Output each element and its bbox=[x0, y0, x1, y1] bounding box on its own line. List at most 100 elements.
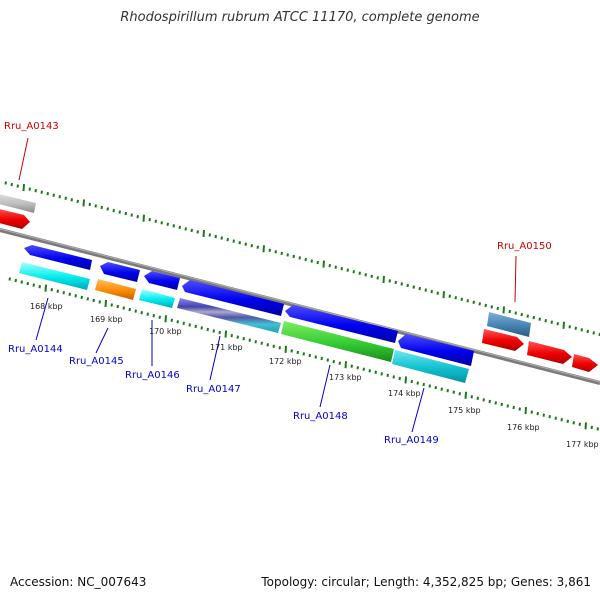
tick-minor bbox=[338, 361, 341, 365]
tick-minor bbox=[214, 234, 217, 239]
gene-arrow-blue[interactable] bbox=[144, 271, 180, 290]
gene-box-green[interactable] bbox=[281, 321, 394, 362]
gene-arrow-red[interactable] bbox=[572, 354, 598, 372]
tick-minor bbox=[134, 309, 137, 313]
tick-minor bbox=[380, 372, 383, 376]
tick-minor bbox=[388, 279, 391, 283]
tick-minor bbox=[364, 273, 367, 277]
tick-minor bbox=[118, 210, 121, 214]
tick-minor bbox=[116, 304, 119, 309]
tick-minor bbox=[350, 364, 353, 368]
tick-minor bbox=[94, 204, 97, 208]
tick-minor bbox=[590, 425, 593, 430]
tick-minor bbox=[274, 250, 277, 254]
tick-minor bbox=[74, 294, 77, 298]
tick-minor bbox=[124, 211, 127, 216]
tick-minor bbox=[332, 359, 335, 364]
tick-minor bbox=[244, 242, 247, 246]
tick-major bbox=[164, 315, 167, 323]
tick-minor bbox=[290, 349, 293, 353]
gene-arrow-red[interactable] bbox=[527, 341, 572, 364]
tick-major bbox=[202, 229, 205, 238]
tick-minor bbox=[38, 284, 41, 289]
tick-minor bbox=[356, 366, 359, 370]
tick-minor bbox=[544, 319, 547, 323]
gene-label-rru-a0145[interactable]: Rru_A0145 bbox=[69, 356, 124, 367]
gene-box-grey[interactable] bbox=[0, 193, 36, 213]
tick-minor bbox=[50, 288, 53, 292]
tick-label: 172 kbp bbox=[269, 357, 302, 366]
tick-minor bbox=[448, 294, 451, 298]
tick-minor bbox=[394, 280, 397, 285]
tick-minor bbox=[278, 346, 281, 350]
tick-major bbox=[382, 275, 385, 283]
tick-minor bbox=[508, 309, 511, 314]
tick-minor bbox=[500, 402, 503, 407]
tick-major bbox=[524, 407, 527, 415]
tick-minor bbox=[572, 421, 575, 425]
tick-major bbox=[404, 376, 407, 384]
gene-box-cyan[interactable] bbox=[139, 289, 175, 308]
gene-label-rru-a0150[interactable]: Rru_A0150 bbox=[497, 241, 552, 252]
gene-label-rru-a0143[interactable]: Rru_A0143 bbox=[4, 121, 59, 132]
tick-minor bbox=[548, 415, 551, 419]
tick-minor bbox=[112, 208, 115, 213]
tick-minor bbox=[410, 379, 413, 384]
gene-label-rru-a0144[interactable]: Rru_A0144 bbox=[8, 344, 63, 355]
tick-minor bbox=[34, 188, 37, 193]
tick-minor bbox=[580, 328, 583, 332]
gene-arrow-blue[interactable] bbox=[100, 262, 140, 282]
tick-minor bbox=[140, 310, 143, 315]
gene-label-rru-a0148[interactable]: Rru_A0148 bbox=[293, 411, 348, 422]
gene-arrow-blue[interactable] bbox=[398, 334, 474, 366]
tick-minor bbox=[136, 214, 139, 219]
tick-minor bbox=[416, 381, 419, 385]
gene-arrow-red[interactable] bbox=[482, 329, 524, 351]
tick-minor bbox=[326, 358, 329, 362]
gene-label-rru-a0149[interactable]: Rru_A0149 bbox=[384, 435, 439, 446]
tick-row-bottom bbox=[8, 277, 599, 431]
tick-minor bbox=[316, 260, 319, 265]
gene-arrow-blue[interactable] bbox=[24, 245, 92, 270]
gene-box-striped[interactable] bbox=[177, 298, 281, 333]
tick-minor bbox=[254, 340, 257, 344]
tick-minor bbox=[596, 427, 599, 431]
callout-line bbox=[35, 297, 49, 341]
tick-minor bbox=[8, 277, 11, 281]
tick-minor bbox=[242, 337, 245, 341]
tick-label: 169 kbp bbox=[90, 315, 123, 324]
gene-box-cyan[interactable] bbox=[392, 350, 469, 383]
tick-minor bbox=[56, 289, 59, 293]
gene-arrow-red[interactable] bbox=[0, 208, 30, 229]
tick-minor bbox=[238, 241, 241, 245]
tick-minor bbox=[218, 330, 221, 335]
tick-minor bbox=[538, 317, 541, 321]
tick-minor bbox=[368, 369, 371, 373]
tick-minor bbox=[260, 341, 263, 345]
tick-minor bbox=[518, 407, 521, 411]
callout-line bbox=[95, 327, 109, 354]
gene-arrow-blue[interactable] bbox=[285, 305, 398, 343]
tick-minor bbox=[550, 320, 553, 324]
tick-minor bbox=[460, 297, 463, 301]
tick-minor bbox=[32, 283, 35, 287]
tick-minor bbox=[476, 396, 479, 401]
tick-minor bbox=[52, 193, 55, 197]
tick-minor bbox=[14, 278, 17, 283]
gene-box-orange[interactable] bbox=[95, 279, 136, 300]
gene-box-cyan[interactable] bbox=[19, 262, 90, 290]
gene-label-rru-a0147[interactable]: Rru_A0147 bbox=[186, 384, 241, 395]
tick-minor bbox=[412, 285, 415, 289]
tick-minor bbox=[308, 353, 311, 358]
tick-minor bbox=[496, 306, 499, 311]
tick-minor bbox=[310, 259, 313, 263]
tick-major bbox=[82, 199, 85, 207]
gene-box-steelblue[interactable] bbox=[487, 312, 531, 337]
gene-arrow-blue[interactable] bbox=[182, 280, 284, 316]
callout-line bbox=[411, 387, 425, 433]
tick-minor bbox=[578, 422, 581, 427]
tick-minor bbox=[28, 187, 31, 191]
tick-major bbox=[284, 345, 287, 353]
tick-minor bbox=[10, 182, 13, 187]
gene-label-rru-a0146[interactable]: Rru_A0146 bbox=[125, 370, 180, 381]
